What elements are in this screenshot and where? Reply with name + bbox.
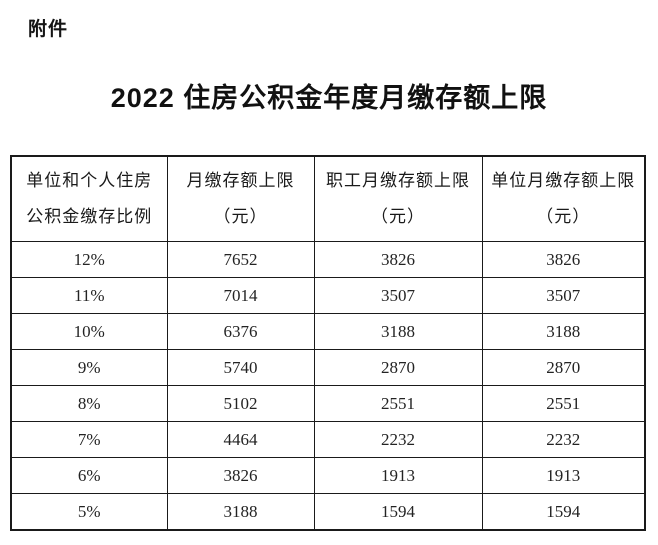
table-row: 12% 7652 3826 3826 [10,241,646,278]
table-cell-ratio: 8% [10,385,168,422]
table-cell-monthly-limit: 5102 [166,385,315,422]
table-row: 6% 3826 1913 1913 [10,457,646,494]
table-row: 9% 5740 2870 2870 [10,349,646,386]
table-cell-employer-limit: 3507 [481,277,646,314]
column-header-employee-limit-line1: 职工月缴存额上限 [326,171,470,190]
table-cell-monthly-limit: 4464 [166,421,315,458]
limits-table: 单位和个人住房 公积金缴存比例 月缴存额上限 （元） 职工月缴存额上限 （元） … [10,155,646,531]
table-cell-ratio: 6% [10,457,168,494]
table-cell-ratio: 9% [10,349,168,386]
table-cell-monthly-limit: 6376 [166,313,315,350]
page-title: 2022 住房公积金年度月缴存额上限 [110,83,548,113]
table-cell-employee-limit: 3507 [313,277,483,314]
column-header-ratio-line2: 公积金缴存比例 [26,207,153,226]
table-cell-employer-limit: 2232 [481,421,646,458]
table-cell-employer-limit: 1594 [481,493,646,531]
column-header-employee-limit: 职工月缴存额上限 （元） [313,155,483,242]
table-cell-employer-limit: 2551 [481,385,646,422]
table-cell-employer-limit: 2870 [481,349,646,386]
table-cell-employee-limit: 3188 [313,313,483,350]
table-row: 10% 6376 3188 3188 [10,313,646,350]
table-cell-ratio: 10% [10,313,168,350]
table-cell-employee-limit: 3826 [313,241,483,278]
column-header-ratio: 单位和个人住房 公积金缴存比例 [10,155,168,242]
table-cell-monthly-limit: 7652 [166,241,315,278]
table-cell-employee-limit: 1594 [313,493,483,531]
column-header-employer-limit-line1: 单位月缴存额上限 [491,171,636,190]
column-header-monthly-limit-line2: （元） [213,207,268,226]
table-header-row: 单位和个人住房 公积金缴存比例 月缴存额上限 （元） 职工月缴存额上限 （元） … [10,155,646,242]
table-cell-ratio: 5% [10,493,168,531]
table-row: 8% 5102 2551 2551 [10,385,646,422]
table-cell-monthly-limit: 3188 [166,493,315,531]
table-row: 11% 7014 3507 3507 [10,277,646,314]
limits-table-container: 单位和个人住房 公积金缴存比例 月缴存额上限 （元） 职工月缴存额上限 （元） … [10,155,646,531]
column-header-ratio-line1: 单位和个人住房 [26,171,153,190]
attachment-label: 附件 [28,19,69,40]
column-header-employer-limit-line2: （元） [536,207,591,226]
table-row: 5% 3188 1594 1594 [10,493,646,531]
table-cell-employee-limit: 2232 [313,421,483,458]
column-header-monthly-limit-line1: 月缴存额上限 [186,171,295,190]
table-row: 7% 4464 2232 2232 [10,421,646,458]
table-cell-monthly-limit: 5740 [166,349,315,386]
table-cell-monthly-limit: 3826 [166,457,315,494]
table-cell-employee-limit: 2870 [313,349,483,386]
table-cell-employer-limit: 1913 [481,457,646,494]
table-cell-employee-limit: 2551 [313,385,483,422]
table-cell-employee-limit: 1913 [313,457,483,494]
column-header-monthly-limit: 月缴存额上限 （元） [166,155,315,242]
column-header-employee-limit-line2: （元） [371,207,425,226]
table-cell-ratio: 12% [10,241,168,278]
table-cell-employer-limit: 3826 [481,241,646,278]
table-cell-ratio: 11% [10,277,168,314]
table-cell-monthly-limit: 7014 [166,277,315,314]
column-header-employer-limit: 单位月缴存额上限 （元） [481,155,646,242]
table-cell-ratio: 7% [10,421,168,458]
table-cell-employer-limit: 3188 [481,313,646,350]
